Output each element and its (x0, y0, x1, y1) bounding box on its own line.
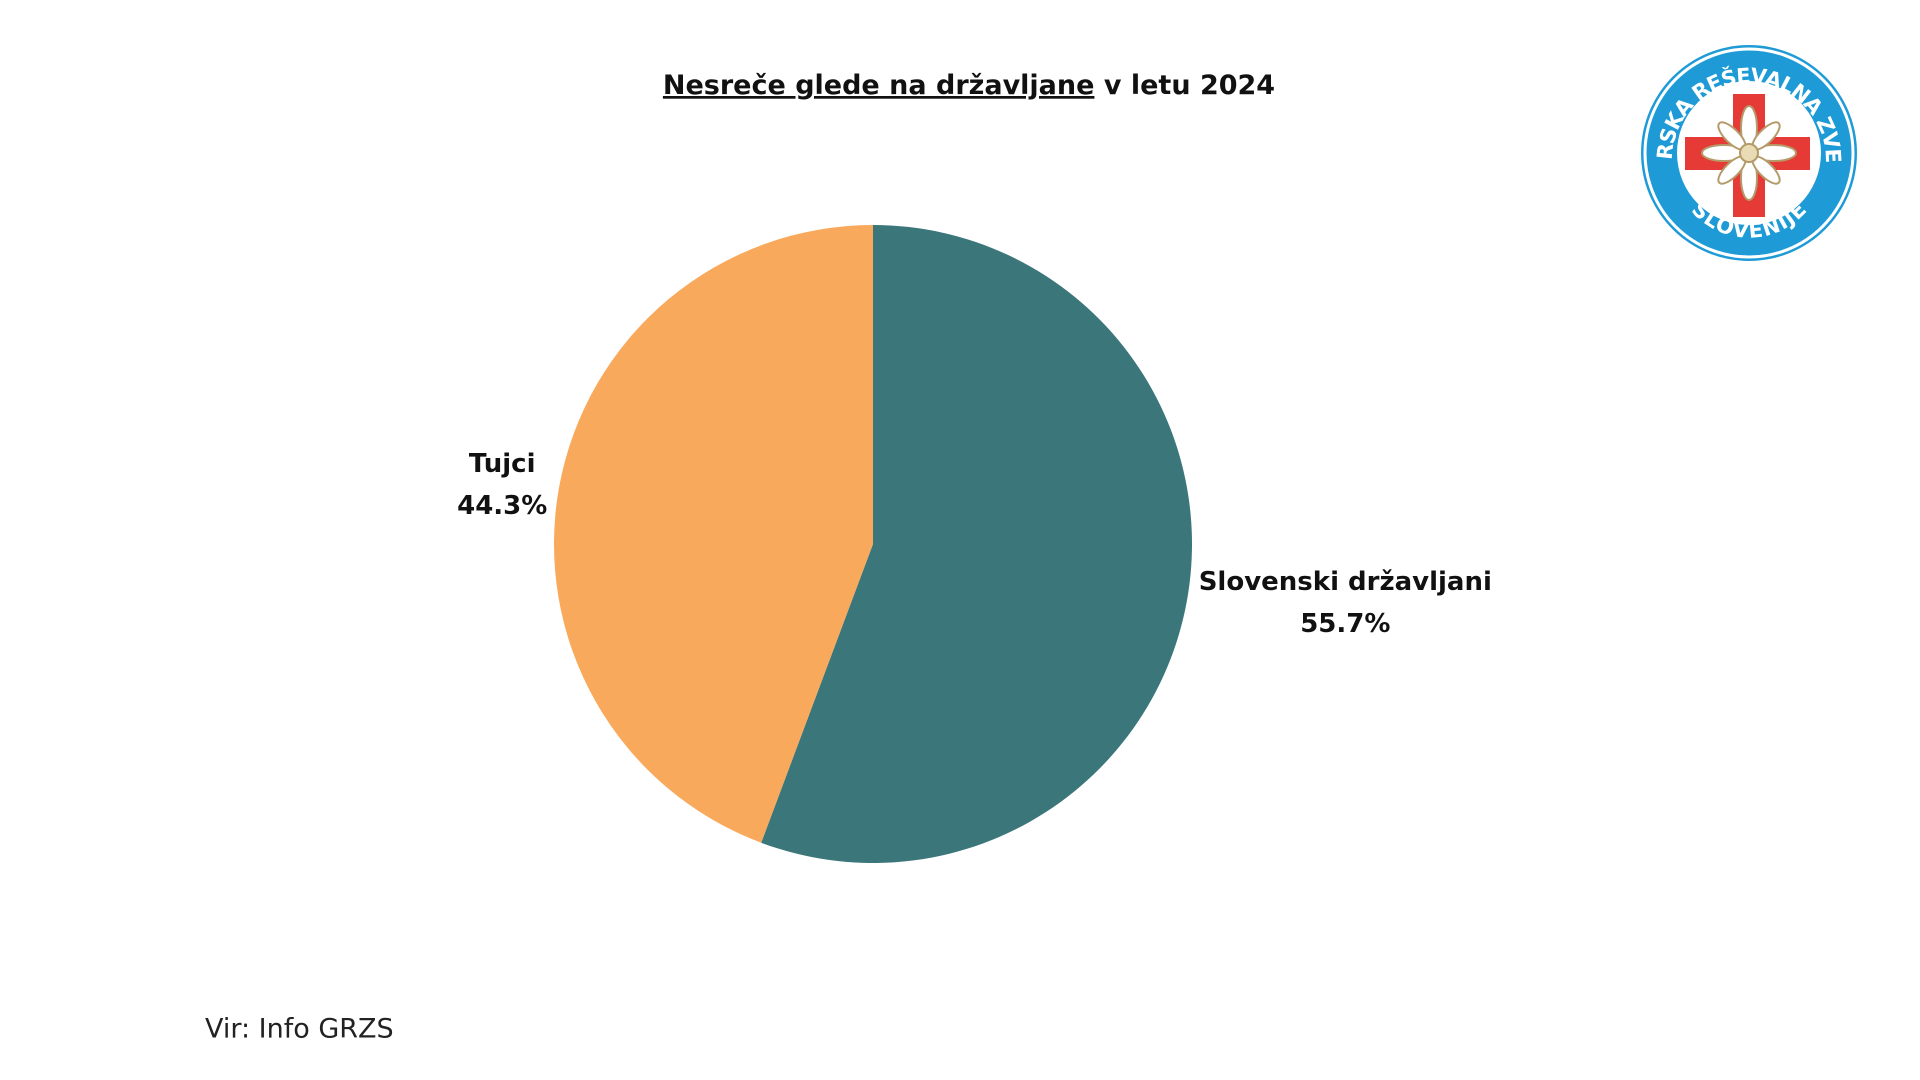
source: Vir: Info GRZS (205, 1014, 394, 1045)
slice-label: Tujci 44.3% (457, 449, 547, 521)
chart-title: Nesreče glede na državljane v letu 2024 (663, 70, 1275, 101)
logo: GORSKA REŠEVALNA ZVEZA SLOVENIJE (0, 0, 1857, 261)
pie-slice (761, 225, 1193, 864)
pie-slice (554, 225, 873, 843)
title-part: v letu 2024 (1104, 70, 1275, 101)
category-label: Slovenski državljani (1199, 566, 1492, 596)
value-label: 55.7% (1300, 608, 1390, 638)
logo-rim (1643, 47, 1855, 259)
title-part: Nesreče glede na državljane (663, 70, 1095, 101)
slice-label: Slovenski državljani 55.7% (1199, 566, 1492, 638)
logo-edelweiss (1701, 105, 1797, 201)
category-label: Tujci (469, 449, 536, 479)
value-label: 44.3% (457, 491, 547, 521)
